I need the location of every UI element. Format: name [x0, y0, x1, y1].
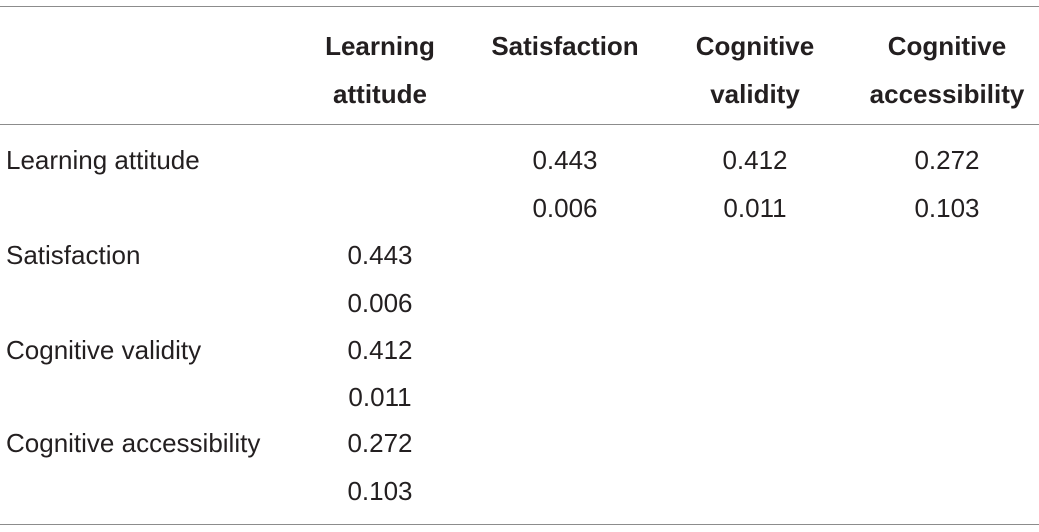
- correlation-value: 0.272: [914, 145, 980, 175]
- correlation-value: 0.412: [347, 335, 413, 365]
- column-header-line: Cognitive: [887, 31, 1007, 61]
- column-header-line: Learning: [325, 31, 435, 61]
- p-value: 0.011: [348, 382, 412, 412]
- header-rule: [0, 124, 1039, 125]
- column-header-line: Satisfaction: [491, 31, 639, 61]
- column-header-line: accessibility: [869, 79, 1025, 109]
- column-header-line: Cognitive: [695, 31, 815, 61]
- correlation-value: 0.412: [722, 145, 788, 175]
- column-header-satisfaction: Satisfaction: [470, 22, 660, 70]
- correlation-value: 0.443: [347, 240, 413, 270]
- column-header-line: validity: [710, 79, 800, 109]
- row-label-satisfaction: Satisfaction: [6, 240, 141, 270]
- correlation-value: 0.272: [347, 428, 413, 458]
- row-label-learning-attitude: Learning attitude: [6, 145, 200, 175]
- p-value: 0.006: [532, 193, 598, 223]
- p-value: 0.011: [723, 193, 787, 223]
- correlation-value: 0.443: [532, 145, 598, 175]
- p-value: 0.006: [347, 288, 413, 318]
- p-value: 0.103: [914, 193, 980, 223]
- row-label-cognitive-accessibility: Cognitive accessibility: [6, 428, 261, 458]
- table-bottom-rule: [0, 524, 1039, 525]
- column-header-cognitive-validity: Cognitive validity: [670, 22, 840, 118]
- column-header-cognitive-accessibility: Cognitive accessibility: [855, 22, 1039, 118]
- row-label-cognitive-validity: Cognitive validity: [6, 335, 202, 365]
- column-header-line: attitude: [333, 79, 427, 109]
- p-value: 0.103: [347, 476, 413, 506]
- table-top-rule: [0, 6, 1039, 7]
- column-header-learning-attitude: Learning attitude: [300, 22, 460, 118]
